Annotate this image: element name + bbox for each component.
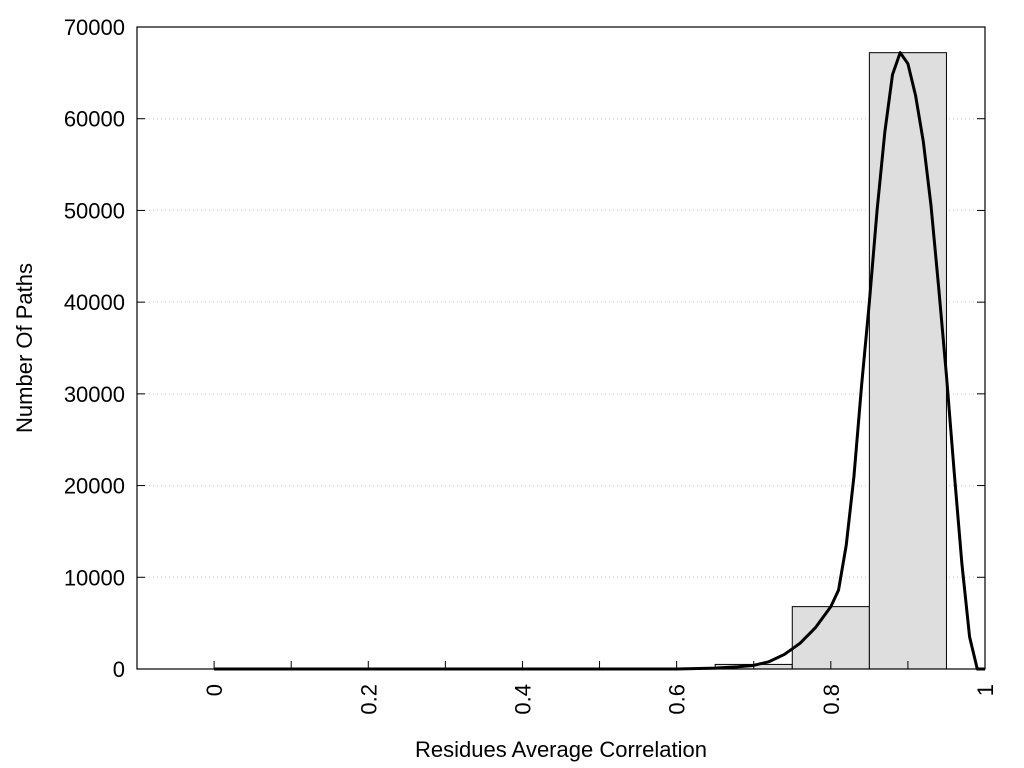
x-tick-label: 0 — [202, 684, 227, 696]
y-tick-label: 60000 — [64, 107, 125, 132]
x-tick-label: 0.2 — [356, 684, 381, 715]
x-tick-label: 0.6 — [665, 684, 690, 715]
y-tick-label: 30000 — [64, 382, 125, 407]
y-tick-label: 70000 — [64, 15, 125, 40]
x-axis-label: Residues Average Correlation — [415, 737, 707, 762]
grid-lines — [137, 118, 985, 578]
plot-frame — [136, 26, 986, 670]
y-tick-label: 10000 — [64, 565, 125, 590]
tick-marks — [137, 26, 986, 670]
bar — [868, 52, 947, 670]
x-tick-label: 1 — [973, 684, 998, 696]
y-tick-label: 0 — [113, 657, 125, 682]
x-tick-label: 0.8 — [819, 684, 844, 715]
bars — [714, 52, 947, 670]
x-tick-label: 0.4 — [510, 684, 535, 715]
y-tick-labels: 0 10000 20000 30000 40000 50000 60000 70000 — [64, 15, 125, 682]
y-tick-label: 20000 — [64, 474, 125, 499]
y-axis-label: Number Of Paths — [12, 263, 37, 433]
x-tick-labels: 0 0.2 0.4 0.6 0.8 1 — [202, 684, 998, 715]
y-tick-label: 40000 — [64, 290, 125, 315]
y-tick-label: 50000 — [64, 198, 125, 223]
